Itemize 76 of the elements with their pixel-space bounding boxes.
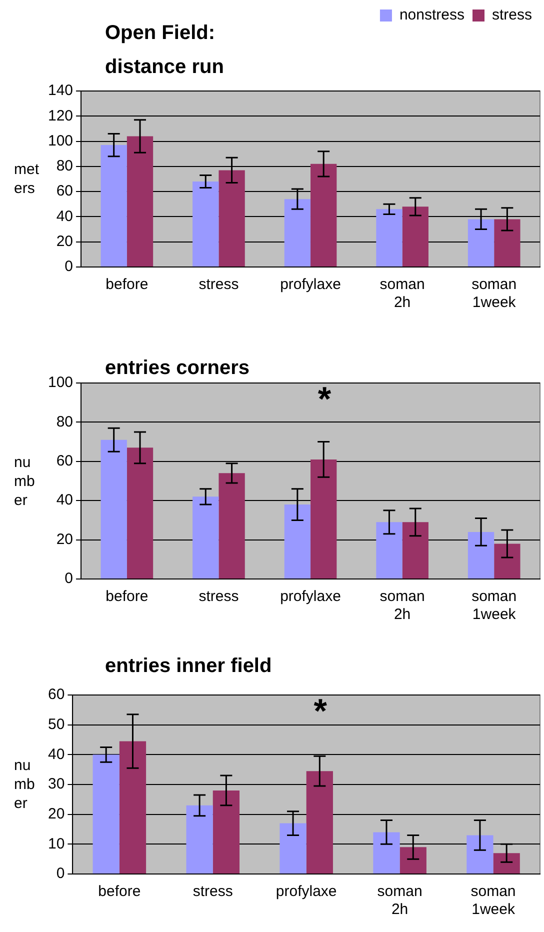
y-tick-label: 40 bbox=[48, 746, 65, 763]
bar bbox=[400, 847, 426, 874]
y-tick-label: 0 bbox=[64, 570, 74, 588]
x-tick-label: before bbox=[106, 588, 148, 606]
y-tick-label: 20 bbox=[56, 530, 74, 548]
x-tick-label: soman 2h bbox=[380, 276, 425, 312]
bar bbox=[468, 219, 494, 266]
bar bbox=[186, 805, 213, 874]
x-tick-label: stress bbox=[198, 588, 239, 606]
bar bbox=[126, 136, 154, 266]
bar bbox=[376, 209, 402, 266]
y-tick-label: 10 bbox=[48, 835, 65, 852]
bar bbox=[280, 823, 306, 874]
y-tick-label: 40 bbox=[56, 492, 74, 509]
bar bbox=[310, 459, 337, 578]
bar bbox=[306, 771, 333, 874]
bar bbox=[466, 835, 494, 874]
y-tick-label: 100 bbox=[48, 132, 74, 150]
bar bbox=[494, 219, 520, 266]
chart-title: entries inner field bbox=[105, 654, 273, 679]
y-tick-label: 0 bbox=[56, 865, 65, 882]
bar bbox=[402, 206, 428, 266]
y-tick-label: 30 bbox=[48, 776, 65, 793]
legend-label: nonstress bbox=[399, 6, 465, 24]
bar bbox=[192, 496, 219, 578]
y-tick-label: 0 bbox=[64, 258, 74, 276]
y-tick-label: 140 bbox=[48, 82, 74, 100]
bar bbox=[119, 741, 146, 874]
y-tick-label: 100 bbox=[48, 374, 74, 392]
y-axis-title: number bbox=[14, 452, 36, 510]
y-tick-label: 50 bbox=[48, 716, 65, 733]
bar bbox=[218, 170, 245, 266]
bar bbox=[468, 532, 494, 578]
y-tick-label: 20 bbox=[48, 805, 65, 822]
bar bbox=[284, 199, 311, 266]
y-tick-label: 40 bbox=[56, 208, 74, 225]
bar bbox=[192, 182, 219, 266]
x-tick-label: profylaxe bbox=[280, 588, 341, 606]
bar bbox=[100, 145, 127, 266]
bar bbox=[212, 790, 240, 874]
bar bbox=[310, 164, 337, 266]
y-tick-label: 80 bbox=[56, 413, 74, 430]
y-tick-label: 20 bbox=[56, 233, 74, 250]
x-tick-label: soman 1week bbox=[472, 276, 517, 312]
legend-label: stress bbox=[492, 6, 532, 24]
y-tick-label: 60 bbox=[56, 182, 74, 200]
chart-title: Open Field: distance run bbox=[105, 21, 225, 80]
y-axis-title: number bbox=[14, 756, 36, 813]
x-tick-label: profylaxe bbox=[276, 883, 337, 900]
bar bbox=[92, 754, 120, 874]
y-tick-label: 60 bbox=[56, 452, 74, 470]
x-tick-label: profylaxe bbox=[280, 276, 341, 294]
x-tick-label: stress bbox=[198, 276, 239, 294]
x-tick-label: soman 1week bbox=[470, 883, 516, 918]
chart-title: entries corners bbox=[105, 356, 251, 381]
bar bbox=[376, 522, 402, 578]
annotation: * bbox=[318, 380, 332, 418]
bar bbox=[284, 504, 311, 578]
bar bbox=[373, 832, 400, 874]
y-tick-label: 120 bbox=[48, 107, 74, 124]
bar bbox=[493, 853, 520, 874]
annotation: * bbox=[314, 692, 328, 730]
bar bbox=[494, 544, 520, 578]
x-tick-label: soman 2h bbox=[380, 588, 425, 624]
y-tick-label: 80 bbox=[56, 158, 74, 175]
x-tick-label: soman 2h bbox=[377, 883, 422, 918]
bar bbox=[218, 473, 245, 578]
x-tick-label: before bbox=[106, 276, 148, 294]
x-tick-label: before bbox=[98, 883, 141, 900]
x-tick-label: stress bbox=[192, 883, 233, 900]
bar bbox=[126, 448, 154, 578]
x-tick-label: soman 1week bbox=[472, 588, 517, 624]
y-tick-label: 60 bbox=[48, 686, 65, 704]
bar bbox=[100, 440, 127, 578]
bar bbox=[402, 522, 428, 578]
y-axis-title: meters bbox=[14, 160, 40, 198]
